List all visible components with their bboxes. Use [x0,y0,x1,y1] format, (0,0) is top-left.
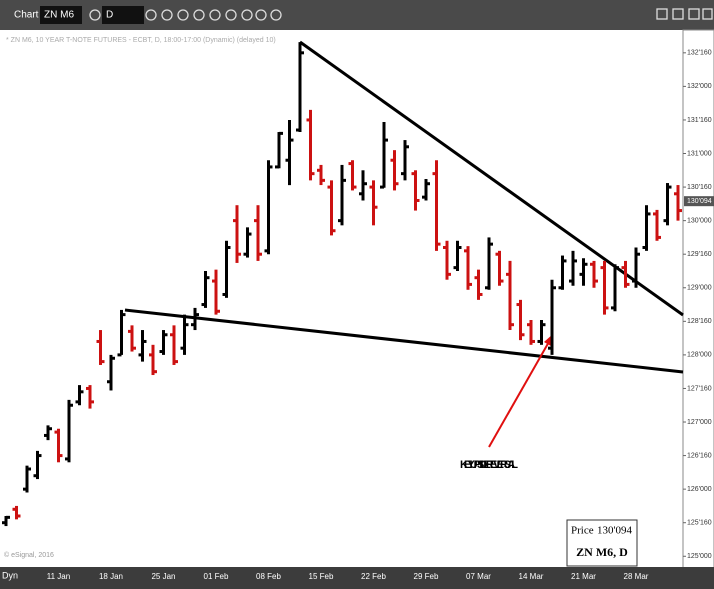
x-tick-label: 07 Mar [466,572,491,581]
trendline [124,308,684,374]
price-box-value: 130'094 [597,525,632,537]
y-tick-label: 132'160 [687,50,712,57]
x-tick-label: 11 Jan [47,572,70,581]
x-tick-label: 14 Mar [519,572,544,581]
x-tick-label: 22 Feb [361,572,386,581]
annotation-arrow [488,339,551,448]
icon[interactable] [193,9,205,21]
x-tick-label: 15 Feb [309,572,334,581]
x-tick-label: 29 Feb [414,572,439,581]
symbol-input[interactable] [40,6,82,24]
x-axis-panel [0,567,714,589]
icon[interactable] [241,9,253,21]
interval-input[interactable] [102,6,144,24]
x-tick-label: 01 Feb [204,572,229,581]
y-tick-label: 126'160 [687,452,712,459]
last-price-marker [684,196,714,207]
icon[interactable] [161,9,173,21]
trendlines [124,40,684,374]
y-tick-label: 131'000 [687,150,712,157]
x-tick-label: 28 Mar [624,572,649,581]
price-box [566,519,638,567]
y-tick-label: 125'000 [687,553,712,560]
x-tick-label: 08 Feb [256,572,281,581]
plot [2,42,682,527]
y-tick-label: 132'000 [687,83,712,90]
symbol: ZN M6 [44,10,74,21]
window-button[interactable] [672,8,684,20]
y-tick-label: 127'000 [687,419,712,426]
toolbar-title: Chart [14,10,39,21]
y-tick-label: 128'000 [687,352,712,359]
copyright: © eSignal, 2016 [4,551,54,559]
price-box-label: Price [571,525,594,537]
icon[interactable] [255,9,267,21]
y-tick-label: 130'160 [687,184,712,191]
toolbar-icons [89,8,713,21]
interval: D [106,10,113,21]
y-tick-label: 126'000 [687,486,712,493]
icon[interactable] [209,9,221,21]
window-button[interactable] [656,8,668,20]
range-label: Dyn [2,570,18,580]
x-tick-label: 18 Jan [99,572,123,581]
last-price-label: 130'094 [687,198,712,205]
window-button[interactable] [702,8,713,20]
y-tick-label: 129'000 [687,285,712,292]
icon[interactable] [177,9,189,21]
icon[interactable] [89,9,101,21]
y-tick-label: 128'160 [687,318,712,325]
trendline [299,40,684,317]
annotation: KEY UPSIDE REVERSAL [460,459,518,471]
window-button[interactable] [688,8,700,20]
chart-subtitle: * ZN M6, 10 YEAR T-NOTE FUTURES - ECBT, … [6,37,276,44]
x-tick-label: 21 Mar [571,572,596,581]
y-tick-label: 131'160 [687,117,712,124]
price-box-title: ZN M6, D [576,545,628,559]
y-tick-label: 130'000 [687,217,712,224]
icon[interactable] [270,9,282,21]
icon[interactable] [225,9,237,21]
y-tick-label: 125'160 [687,520,712,527]
y-tick-label: 129'160 [687,251,712,258]
x-tick-label: 25 Jan [151,572,175,581]
y-tick-label: 127'160 [687,385,712,392]
icon[interactable] [145,9,157,21]
